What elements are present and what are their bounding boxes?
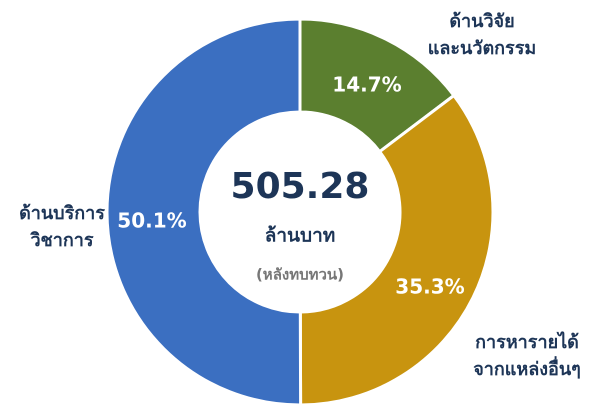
category-label: ด้านวิจัย (449, 11, 514, 32)
donut-segment (298, 93, 495, 407)
category-label: และนวัตกรรม (428, 38, 537, 59)
category-label: ด้านบริการ (19, 203, 105, 224)
value-label: 14.7% (332, 73, 401, 97)
total-value: 505.28 (231, 166, 370, 207)
category-label: จากแหล่งอื่นๆ (473, 356, 581, 380)
category-label: การหารายได้ (475, 331, 579, 353)
total-unit: ล้านบาท (265, 225, 336, 247)
value-label: 35.3% (395, 275, 464, 299)
category-label: วิชาการ (30, 230, 94, 251)
value-label: 50.1% (117, 209, 186, 233)
donut-segment (105, 17, 303, 407)
total-note: (หลังทบทวน) (256, 266, 344, 284)
